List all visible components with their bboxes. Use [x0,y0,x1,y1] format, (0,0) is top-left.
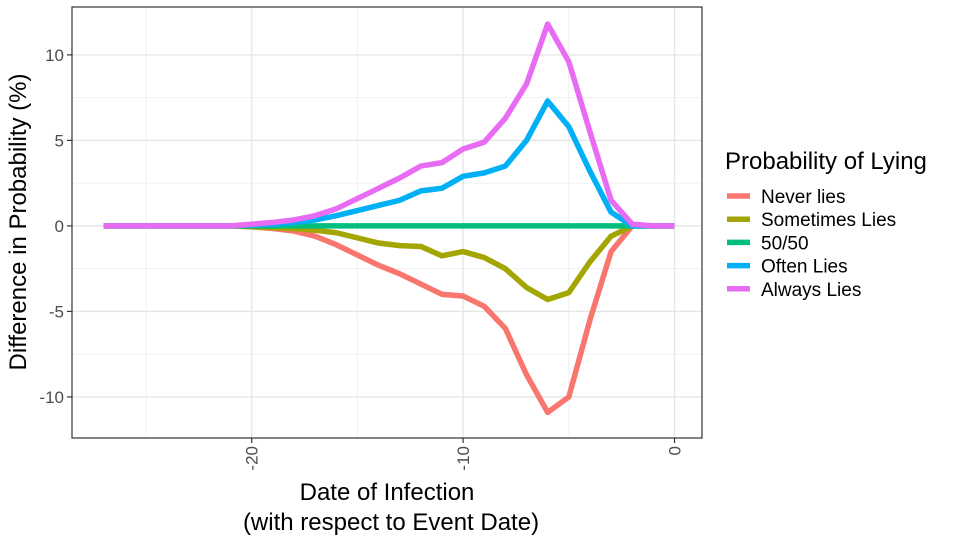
series-lines [103,21,675,416]
x-tick-label: -10 [454,446,473,471]
x-tick-label: 0 [666,446,685,455]
y-tick-label: 5 [55,131,64,150]
legend: Probability of Lying Never liesSometimes… [725,148,927,301]
y-tick-label: 0 [55,217,64,236]
y-axis: 10 5 0 -5 -10 [39,46,72,407]
legend-title: Probability of Lying [725,148,927,175]
y-tick-label: -10 [39,388,64,407]
plot-border [71,6,703,439]
y-tick-label: 10 [45,46,64,65]
legend-label-50-50: 50/50 [761,233,809,254]
y-axis-title: Difference in Probability (%) [5,73,32,370]
series-line-always-lies [103,21,675,229]
x-tick-label: -20 [243,446,262,471]
x-axis-title: Date of Infection [300,479,475,506]
legend-label-always-lies: Always Lies [761,280,861,301]
x-axis: -20 -10 0 [243,438,685,471]
x-axis-subtitle: (with respect to Event Date) [243,509,539,536]
y-tick-label: -5 [49,302,64,321]
plot-background [72,7,702,438]
legend-label-often-lies: Often Lies [761,257,848,278]
legend-label-never-lies: Never lies [761,187,845,208]
legend-label-sometimes-lies: Sometimes Lies [761,210,896,231]
